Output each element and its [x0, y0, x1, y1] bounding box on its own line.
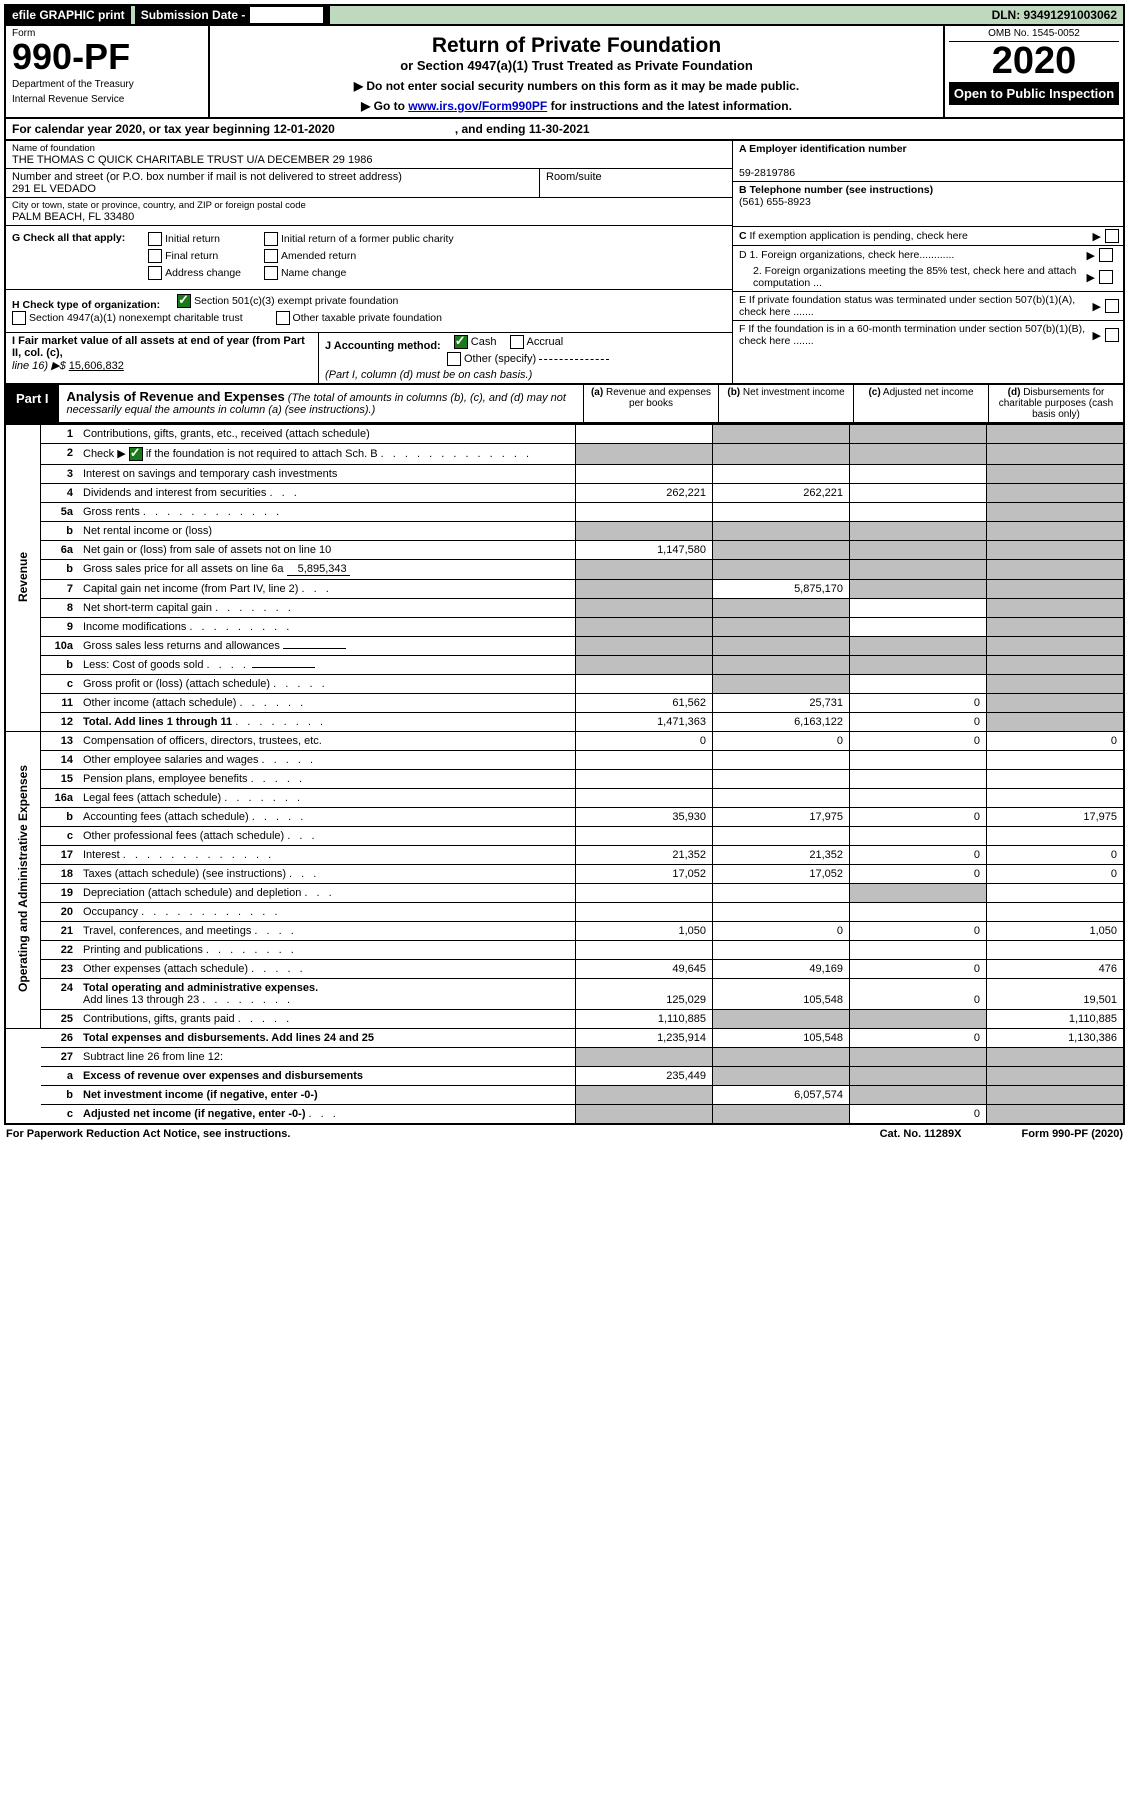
dept-treasury: Department of the Treasury [12, 79, 202, 90]
exemption-pending-cell: C If exemption application is pending, c… [733, 227, 1123, 246]
chk-other-method[interactable] [447, 352, 461, 366]
form-footer-label: Form 990-PF (2020) [1022, 1128, 1124, 1140]
chk-status-terminated[interactable] [1105, 299, 1119, 313]
chk-501c3[interactable] [177, 294, 191, 308]
dept-irs: Internal Revenue Service [12, 94, 202, 105]
phone-cell: B Telephone number (see instructions) (5… [733, 182, 1123, 227]
part1-table: Revenue 1Contributions, gifts, grants, e… [4, 424, 1125, 1125]
col-b-header: (b) Net investment income [718, 385, 853, 422]
foreign-org-cell: D 1. Foreign organizations, check here..… [733, 246, 1123, 292]
chk-other-taxable[interactable] [276, 311, 290, 325]
efile-top-bar: efile GRAPHIC print Submission Date - 20… [4, 4, 1125, 26]
calendar-begin: For calendar year 2020, or tax year begi… [12, 122, 335, 136]
submission-date-value: 2022-10-18 [249, 6, 324, 24]
form-number: 990-PF [12, 39, 202, 75]
year-block: OMB No. 1545-0052 2020 Open to Public In… [943, 26, 1123, 117]
tax-year: 2020 [949, 42, 1119, 80]
city-state-cell: City or town, state or province, country… [6, 198, 732, 226]
fmv-cell: I Fair market value of all assets at end… [6, 333, 319, 383]
chk-initial-return[interactable] [148, 232, 162, 246]
chk-sch-b[interactable] [129, 447, 143, 461]
paperwork-notice: For Paperwork Reduction Act Notice, see … [6, 1128, 290, 1140]
chk-accrual[interactable] [510, 335, 524, 349]
chk-final-return[interactable] [148, 249, 162, 263]
cat-number: Cat. No. 11289X [880, 1128, 962, 1140]
chk-foreign-org[interactable] [1099, 248, 1113, 262]
ssn-note: ▶ Do not enter social security numbers o… [220, 79, 933, 93]
expenses-side-label: Operating and Administrative Expenses [5, 732, 41, 1029]
efile-print-button[interactable]: efile GRAPHIC print [6, 6, 131, 24]
part1-desc: Analysis of Revenue and Expenses (The to… [59, 385, 583, 422]
chk-60-month[interactable] [1105, 328, 1119, 342]
calendar-end: , and ending 11-30-2021 [455, 122, 590, 136]
chk-name-change[interactable] [264, 266, 278, 280]
check-h-row: H Check type of organization: Section 50… [6, 290, 732, 333]
chk-cash[interactable] [454, 335, 468, 349]
chk-85pct-test[interactable] [1099, 270, 1113, 284]
foundation-name-cell: Name of foundation THE THOMAS C QUICK CH… [6, 141, 732, 169]
60-month-cell: F If the foundation is in a 60-month ter… [733, 321, 1123, 349]
irs-link[interactable]: www.irs.gov/Form990PF [408, 99, 547, 113]
part1-tag: Part I [6, 385, 59, 422]
street-address-cell: Number and street (or P.O. box number if… [6, 169, 540, 197]
part1-header: Part I Analysis of Revenue and Expenses … [4, 385, 1125, 424]
form-title-block: Return of Private Foundation or Section … [210, 26, 943, 117]
entity-info-block: Name of foundation THE THOMAS C QUICK CH… [4, 141, 1125, 385]
form-number-block: Form 990-PF Department of the Treasury I… [6, 26, 210, 117]
calendar-year-row: For calendar year 2020, or tax year begi… [4, 119, 1125, 141]
dln-label: DLN: 93491291003062 [992, 8, 1123, 22]
col-c-header: (c) Adjusted net income [853, 385, 988, 422]
submission-date-label: Submission Date - 2022-10-18 [135, 6, 330, 24]
form-subtitle: or Section 4947(a)(1) Trust Treated as P… [220, 58, 933, 73]
accounting-method-cell: J Accounting method: Cash Accrual Other … [319, 333, 732, 383]
fmv-value: 15,606,832 [69, 360, 124, 372]
form-header: Form 990-PF Department of the Treasury I… [4, 26, 1125, 119]
open-to-public: Open to Public Inspection [949, 82, 1119, 105]
room-suite-cell: Room/suite [540, 169, 732, 197]
chk-exemption-pending[interactable] [1105, 229, 1119, 243]
goto-note: ▶ Go to www.irs.gov/Form990PF for instru… [220, 99, 933, 113]
chk-amended[interactable] [264, 249, 278, 263]
col-d-header: (d) Disbursements for charitable purpose… [988, 385, 1123, 422]
revenue-side-label: Revenue [5, 425, 41, 732]
form-title: Return of Private Foundation [220, 34, 933, 58]
line6b-value: 5,895,343 [287, 563, 350, 576]
col-a-header: (a) Revenue and expenses per books [583, 385, 718, 422]
ein-cell: A Employer identification number 59-2819… [733, 141, 1123, 182]
chk-4947a1[interactable] [12, 311, 26, 325]
chk-initial-former[interactable] [264, 232, 278, 246]
check-g-row: G Check all that apply: Initial return F… [6, 226, 732, 290]
chk-address-change[interactable] [148, 266, 162, 280]
status-terminated-cell: E If private foundation status was termi… [733, 292, 1123, 321]
page-footer: For Paperwork Reduction Act Notice, see … [4, 1125, 1125, 1140]
